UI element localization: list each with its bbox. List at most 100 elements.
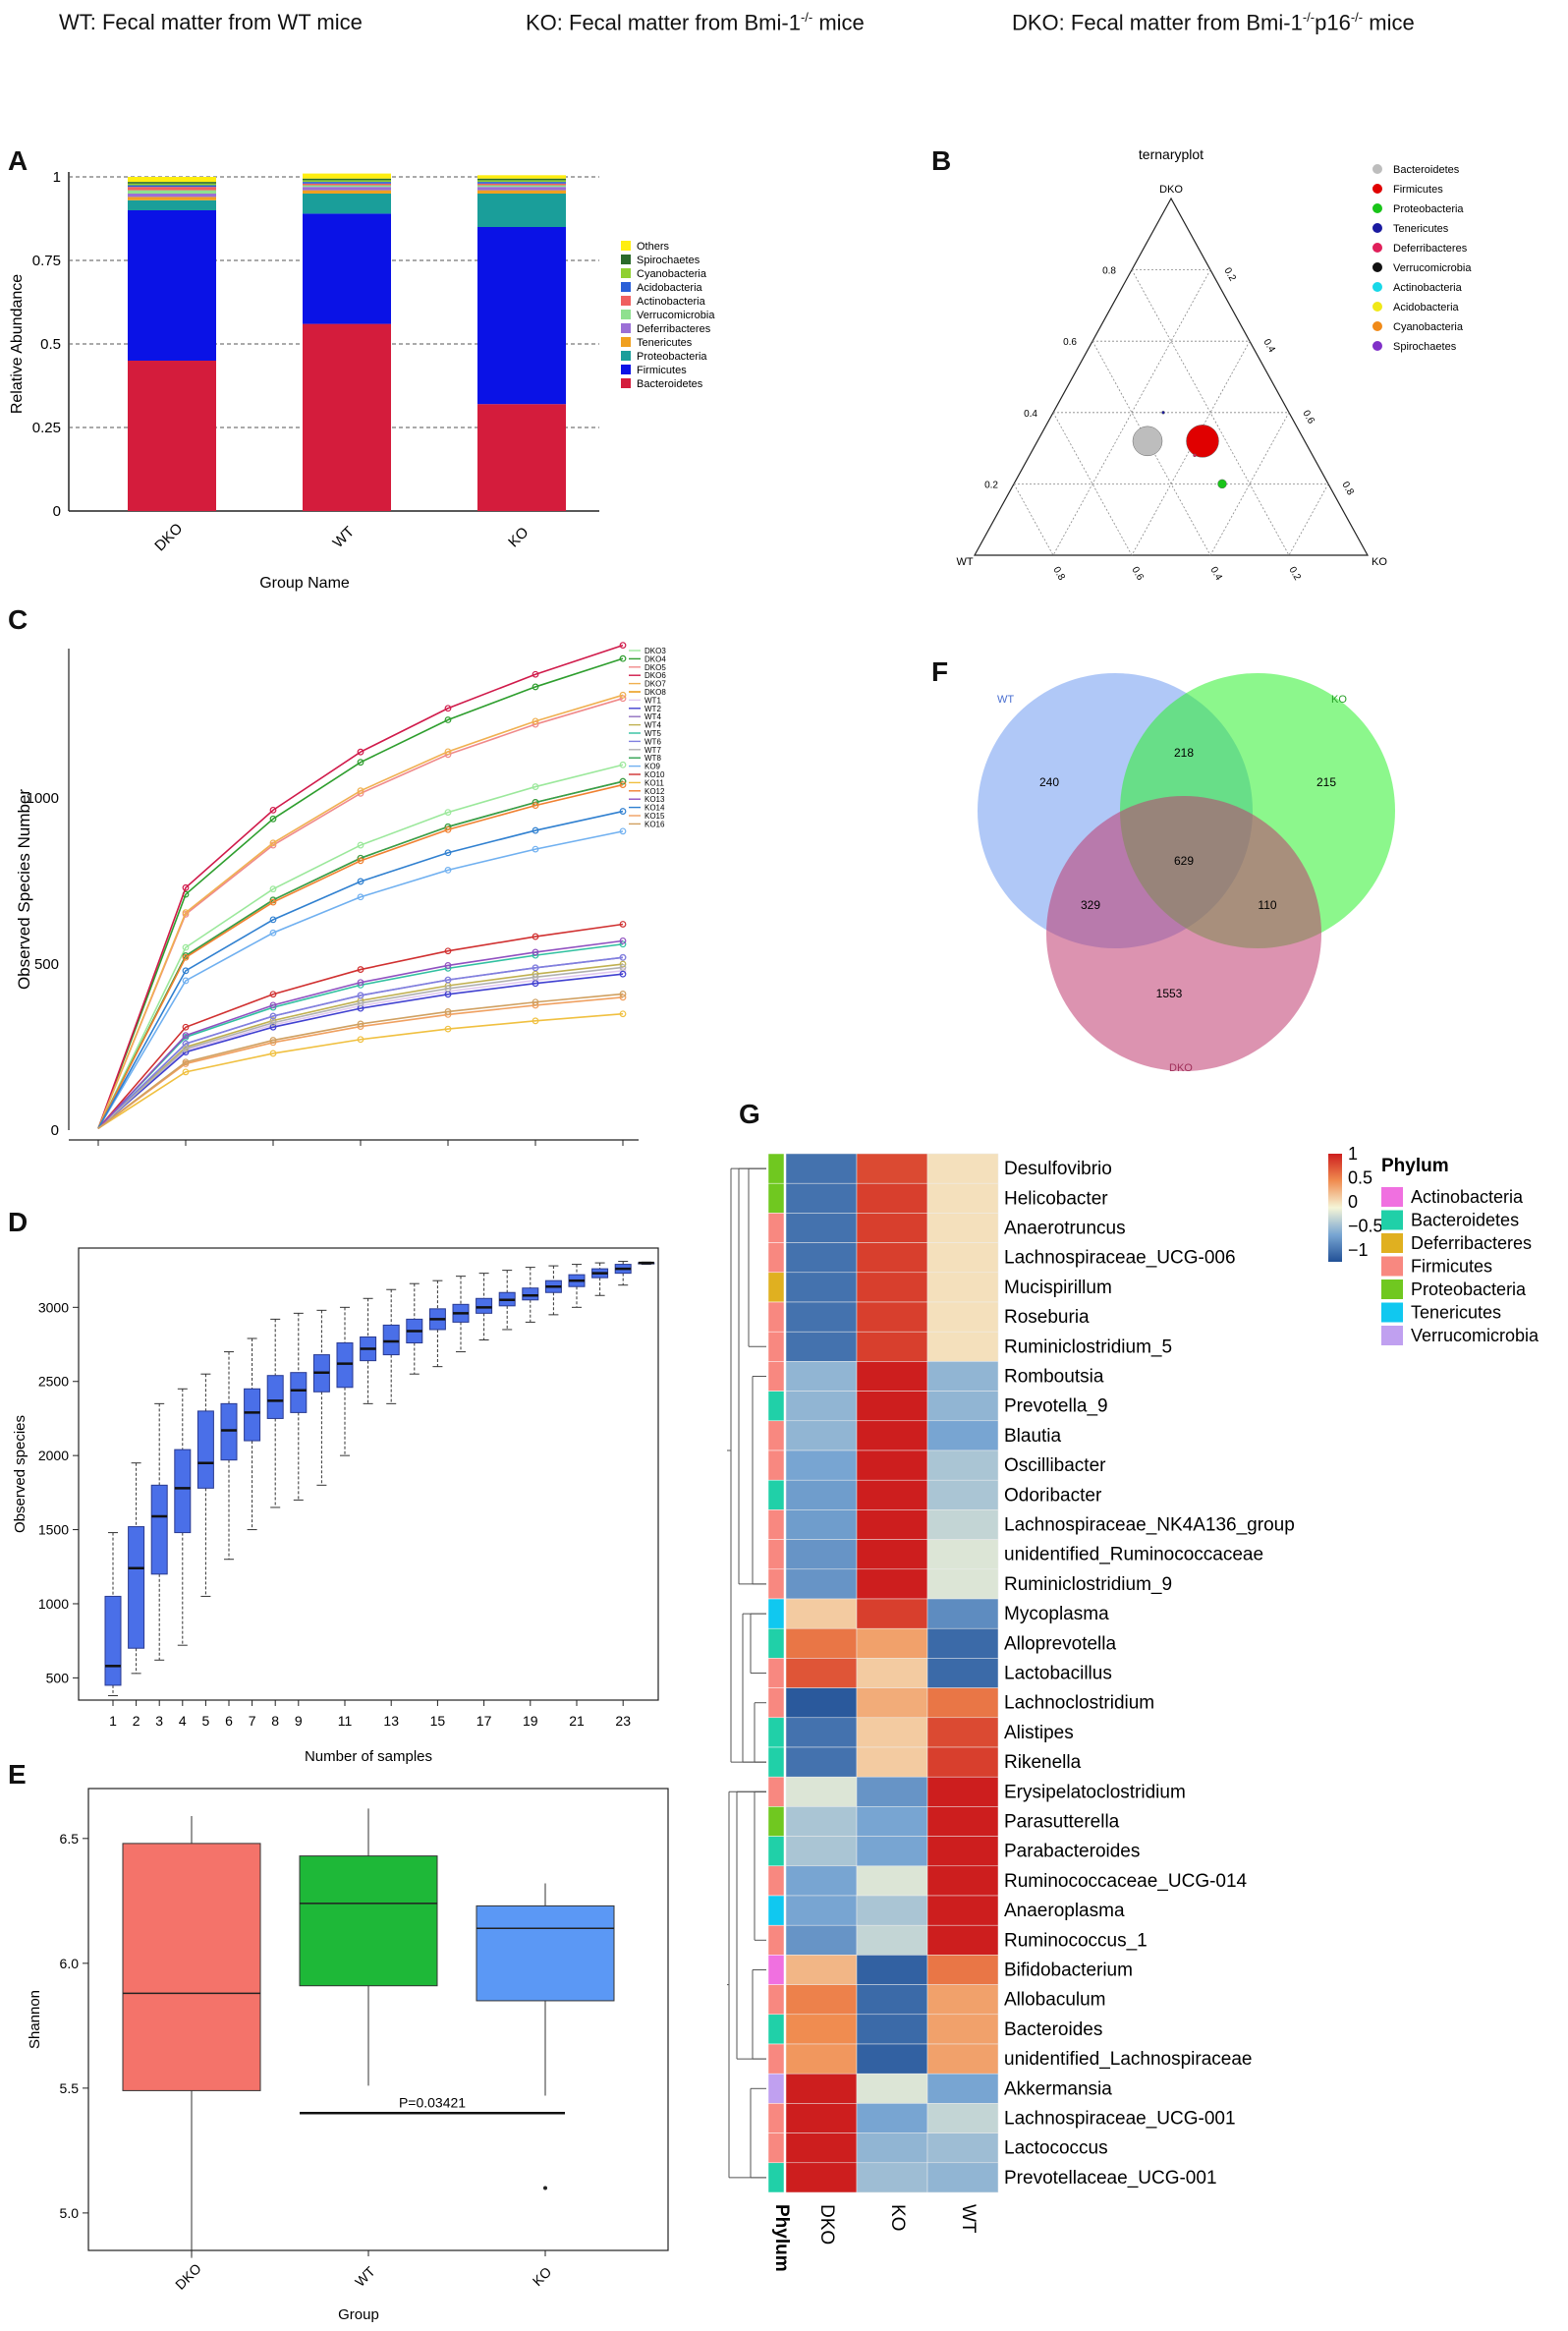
c-series-marker [619,960,627,968]
a-legend-label: Proteobacteria [637,351,707,363]
g-heat-cell [926,1301,999,1333]
g-row-label: Helicobacter [1004,1188,1108,1209]
c-series-marker [619,777,627,785]
a-legend-swatch [621,378,631,388]
b-legend-label: Actinobacteria [1393,282,1463,294]
g-heat-cell [785,1361,858,1392]
header-wt-caption: WT: Fecal matter from WT mice [59,10,363,34]
g-heat-cell [785,1331,858,1362]
g-legend-swatch [1381,1279,1403,1299]
b-grid-wt [1013,483,1054,556]
g-heat-cell [785,1509,858,1540]
g-heat-cell [785,1568,858,1600]
c-legend-label: DKO4 [644,654,666,663]
c-legend-label: WT4 [644,712,661,721]
a-bar-verrucomicrobia [477,185,566,188]
a-legend-label: Bacteroidetes [637,378,703,390]
g-heat-cell [785,1955,858,1985]
d-xtick-label: 21 [569,1713,585,1729]
g-phylum-cell [767,1539,785,1570]
g-heat-cell [856,1272,928,1303]
a-legend-label: Tenericutes [637,337,693,349]
b-bottom-tick: 0.4 [1207,565,1224,583]
g-phylum-cell [767,2043,785,2075]
g-heat-cell [856,1539,928,1570]
g-legend-swatch [1381,1326,1403,1345]
a-bar-bacteroidetes [128,361,216,511]
chart-f-venn: WT KO DKO 240 215 218 629 329 110 1553 [978,673,1395,1074]
g-heat-cell [926,1955,999,1985]
c-series-marker [444,825,452,833]
g-heat-cell [926,1865,999,1897]
a-bar-tenericutes [128,197,216,200]
g-heat-cell [785,1776,858,1807]
g-phylum-cell [767,1955,785,1985]
g-phylum-cell [767,1717,785,1748]
e-xtick-label: WT [352,2263,378,2290]
g-heat-cell [926,1806,999,1837]
c-series-marker [182,1023,190,1031]
a-bar-cyanobacteria [477,180,566,183]
g-heat-cell [926,1746,999,1778]
chart-e-shannon-boxplot: 5.0 5.5 6.0 6.5 Shannon DKO WT KO P=0.03421 Group [27,1788,669,2323]
e-box-wt [299,1855,438,1987]
g-row-label: Ruminiclostridium_9 [1004,1574,1172,1595]
a-bar-acidobacteria [303,182,391,184]
g-heat-cell [926,1509,999,1540]
e-box-dko [122,1843,261,2091]
g-row-label: Mucispirillum [1004,1278,1112,1298]
c-series-marker [269,1050,277,1057]
c-series-marker [269,1019,277,1027]
a-legend-swatch [621,282,631,292]
c-ytick-label: 500 [34,956,59,973]
g-heat-cell [926,2132,999,2164]
c-series-marker [269,991,277,998]
c-series-marker [357,1020,364,1028]
b-left-tick: 0.2 [984,480,998,490]
a-ytick-label: 0 [53,503,61,520]
a-legend-label: Firmicutes [637,365,687,376]
a-xtick-label: DKO [151,520,186,554]
a-legend-swatch [621,268,631,278]
b-legend-dot [1372,282,1382,292]
c-series-marker [444,962,452,969]
c-series-marker [532,933,539,940]
e-xlabel: Group [338,2306,379,2323]
g-heat-cell [926,1836,999,1867]
c-legend-label: DKO3 [644,647,666,655]
a-bar-verrucomicrobia [303,185,391,188]
g-legend-title: Phylum [1381,1156,1449,1176]
g-row-label: Mycoplasma [1004,1604,1109,1624]
a-bar-others [303,173,391,179]
g-heat-cell [926,2043,999,2075]
a-legend-label: Spirochaetes [637,255,700,266]
g-heat-cell [856,1361,928,1392]
g-heat-cell [926,2073,999,2104]
d-box [522,1287,539,1301]
g-row-label: unidentified_Lachnospiraceae [1004,2049,1252,2070]
g-heat-cell [785,1806,858,1837]
c-series-marker [357,787,364,795]
b-legend-dot [1372,262,1382,272]
g-row-label: Bifidobacterium [1004,1961,1133,1981]
d-xtick-label: 7 [249,1713,256,1729]
g-heat-cell [856,1479,928,1510]
c-series-line [97,657,624,1129]
g-heat-cell [785,1865,858,1897]
b-legend-dot [1372,341,1382,351]
c-ylabel: Observed Species Number [15,789,33,990]
g-phylum-cell [767,2162,785,2193]
g-heat-cell [856,2014,928,2045]
a-bar-tenericutes [303,190,391,194]
b-title: ternaryplot [1139,146,1204,162]
g-heat-cell [926,1895,999,1926]
g-phylum-cell [767,1924,785,1956]
a-legend-label: Deferribacteres [637,323,711,335]
a-bar-tenericutes [477,190,566,194]
d-box [336,1342,354,1389]
c-series-line [97,783,624,1129]
d-box [382,1324,400,1356]
g-colorbar [1328,1154,1342,1262]
g-colorbar-tick: 0.5 [1348,1168,1372,1188]
